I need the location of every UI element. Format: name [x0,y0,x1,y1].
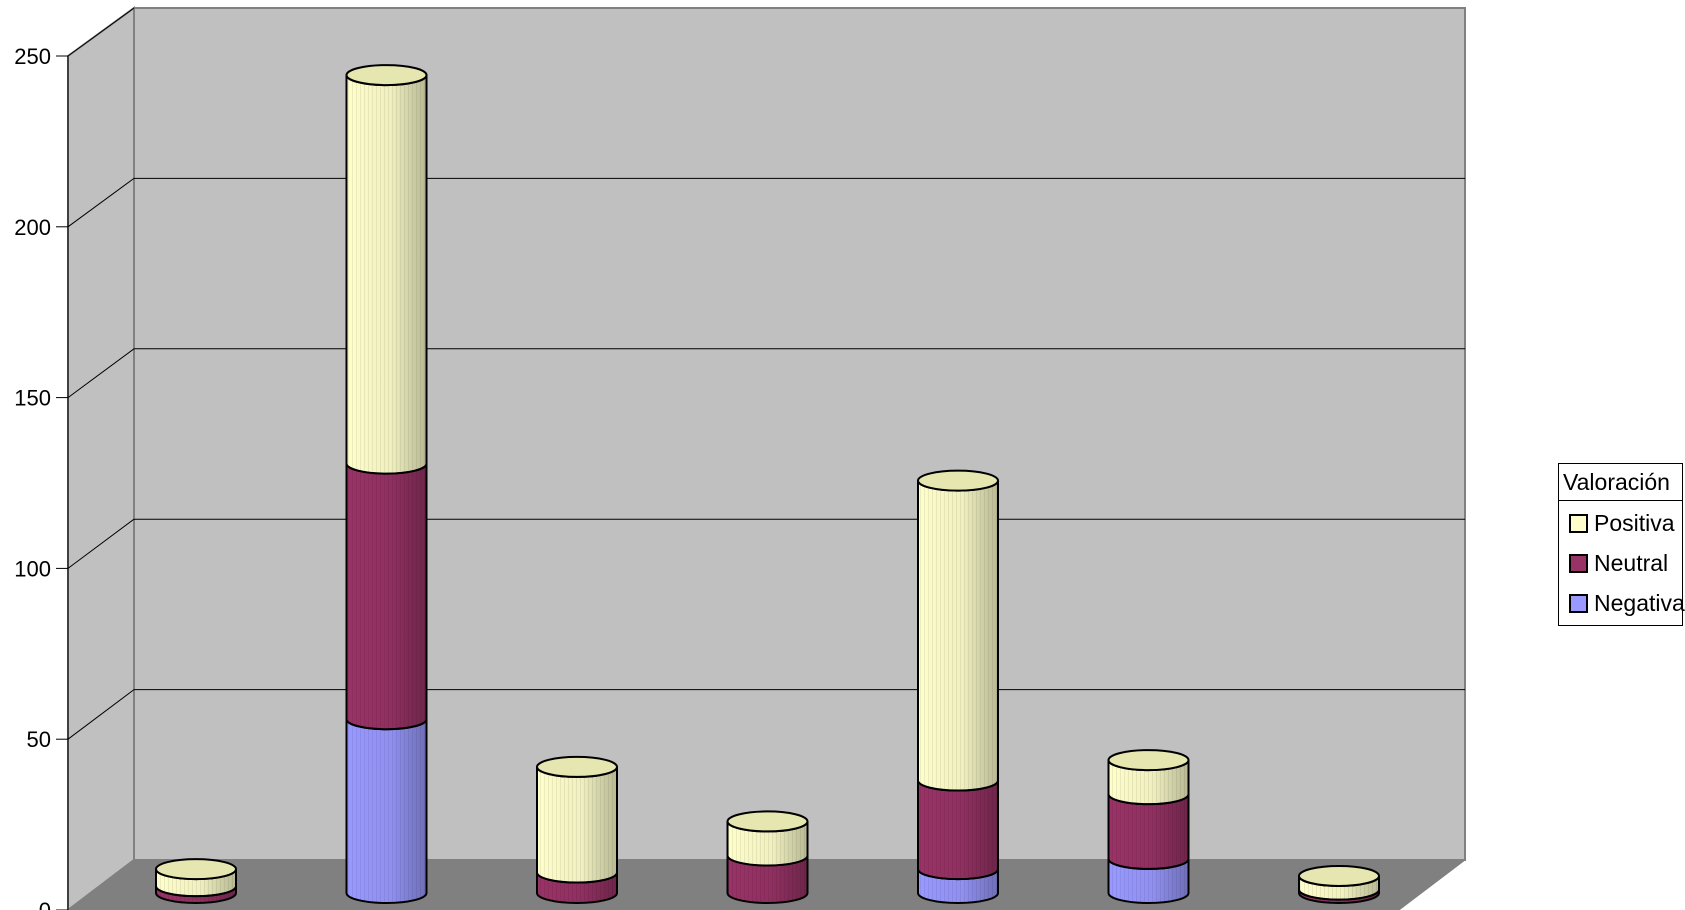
bar-top-cap [1298,864,1380,887]
bar-shade [918,869,998,903]
bar-shade [1108,760,1189,805]
bar-segment-edge [345,719,428,730]
bar-segment-positiva [726,821,809,867]
legend: Valoración Positiva Neutral Negativa [1558,463,1685,626]
bar-shade [1299,875,1379,900]
gridline-side [67,518,135,569]
bar-shade [918,480,998,791]
legend-title: Valoración [1559,464,1682,501]
bar-segment-positiva [1107,759,1190,806]
legend-swatch-neutral [1569,553,1588,573]
gridline-side [67,177,135,228]
bar-shade [537,766,617,883]
bar-shade [1108,858,1189,903]
y-tick-label: 0 [39,898,51,910]
bar-segment-edge [1107,858,1190,870]
bar-stack [917,469,999,904]
legend-label-neutral: Neutral [1594,549,1669,576]
bar-shade [156,869,236,897]
side-wall [67,6,135,910]
gridline-side [67,348,135,399]
bar-segment-negativa [345,718,428,904]
y-tick-label: 100 [14,556,51,581]
bar-segment-neutral [1107,793,1190,870]
plot-area: 0 50 100 150 200 250 [14,6,1467,910]
gridline-side [67,689,135,740]
bar-shade [346,463,427,730]
legend-swatch-positiva [1569,513,1588,533]
bar-segment-negativa [917,868,999,904]
legend-item-positiva: Positiva [1559,503,1682,543]
bar-segment-edge [917,780,999,792]
bar-segment-edge [345,463,428,475]
bar-shade [727,821,808,866]
bar-shade [346,75,427,474]
y-tick-label: 150 [14,386,51,411]
bar-shade [1108,794,1189,869]
bar-top-cap [155,858,237,881]
y-tick-label: 250 [14,44,51,69]
y-axis-ticks: 0 50 100 150 200 250 [14,44,68,910]
bar-top-cap [917,469,999,492]
bar-segment-edge [155,886,237,897]
bar-segment-negativa [1107,858,1190,904]
bar-top-cap [345,64,428,87]
y-tick-label: 50 [27,727,51,752]
bar-segment-edge [1298,889,1380,901]
bar-stack [1298,864,1380,904]
bar-segment-edge [726,855,809,867]
bar-stack [345,64,428,904]
bar-stack [726,810,809,904]
bar-segment-neutral [345,463,428,731]
bar-segment-positiva [1298,875,1380,901]
bar-shade [346,719,427,903]
bar-top-cap [1107,749,1190,772]
legend-item-neutral: Neutral [1559,543,1682,583]
bar-stack [1107,749,1190,904]
legend-item-negativa: Negativa [1559,583,1685,623]
bar-segment-positiva [917,480,999,792]
bar-stack [155,858,237,904]
bar-segment-edge [917,868,999,880]
bar-segment-neutral [726,855,809,904]
bar-shade [537,872,617,903]
legend-label-positiva: Positiva [1594,509,1675,536]
bar-segment-neutral [536,872,618,904]
bar-top-cap [726,810,809,833]
bar-top-cap [536,755,618,778]
bar-segment-edge [1107,794,1190,805]
back-wall [133,7,1466,861]
bar-shade [918,780,998,880]
bar-segment-neutral [917,780,999,881]
bar-shade [156,886,236,903]
bar-shade [1299,889,1379,903]
gridline-side [67,7,135,57]
legend-swatch-negativa [1569,593,1588,613]
bar-segment-edge [536,872,618,884]
bars [155,64,1380,904]
bar-segment-positiva [536,766,618,884]
bar-shade [727,855,808,903]
y-tick-label: 200 [14,215,51,240]
legend-label-negativa: Negativa [1594,589,1685,616]
bar-stack [536,755,618,904]
bar-segment-positiva [345,74,428,475]
